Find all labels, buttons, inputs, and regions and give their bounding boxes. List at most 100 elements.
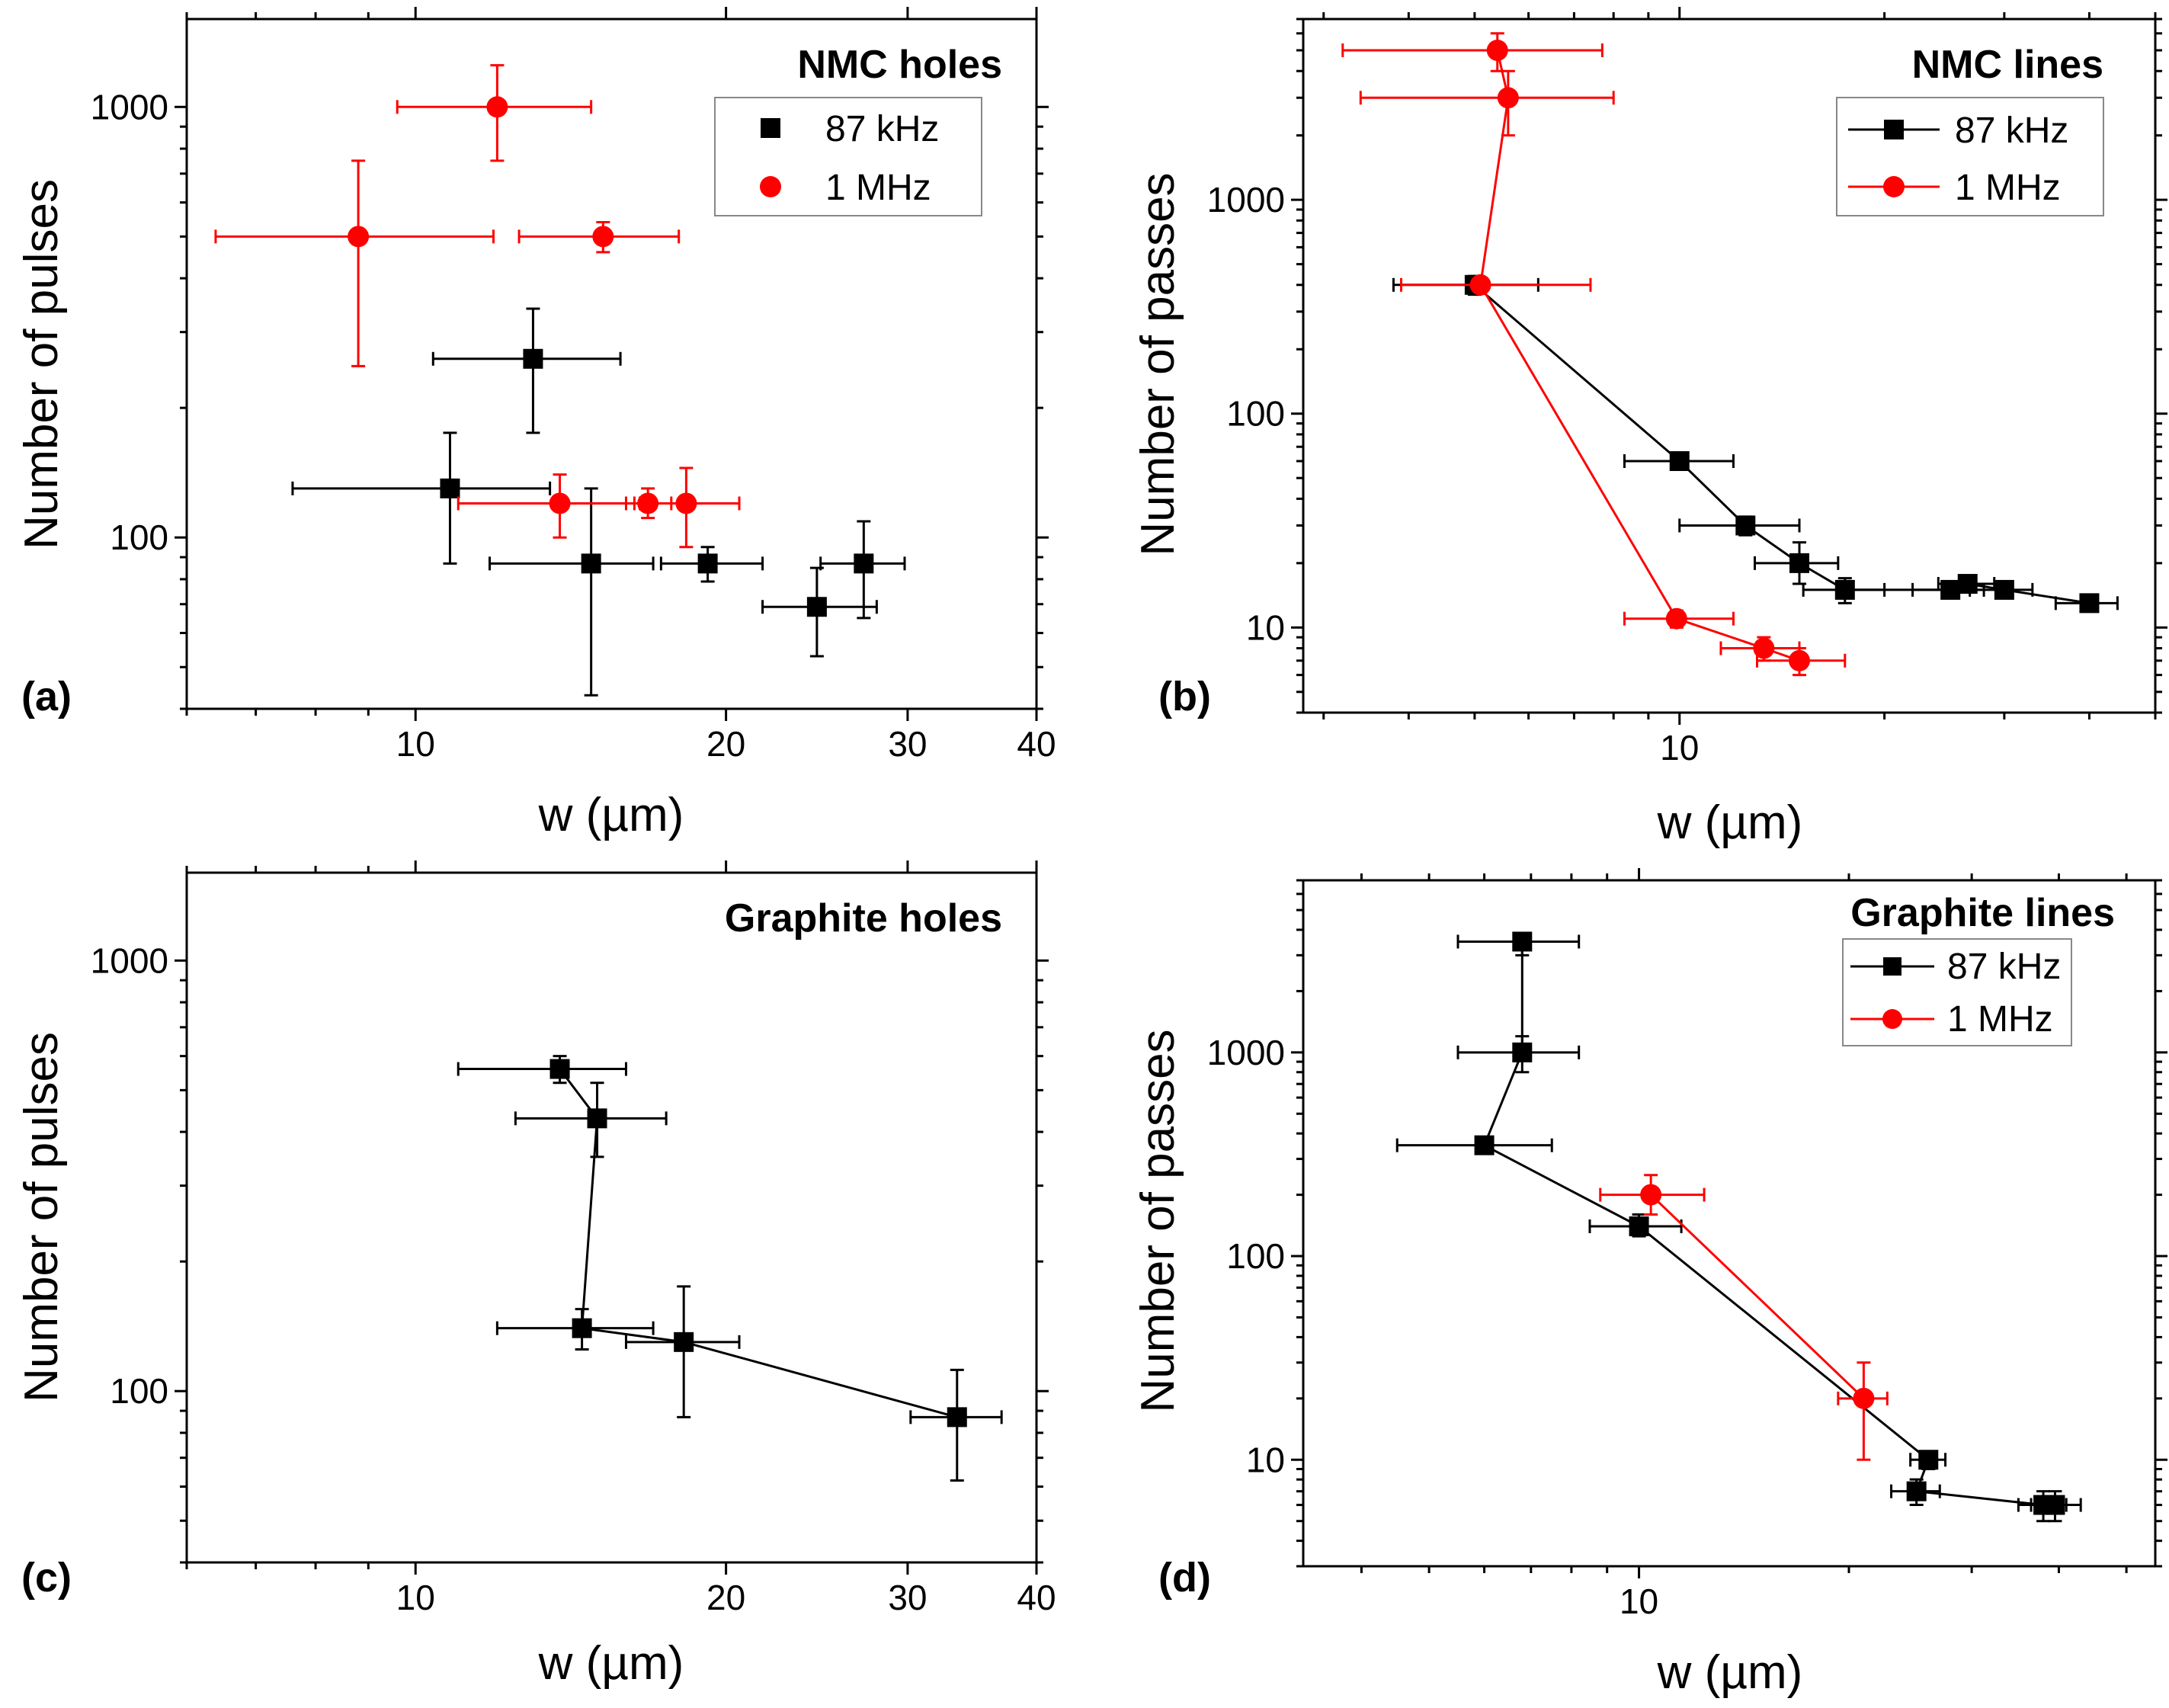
- data-point: [1665, 607, 1687, 630]
- data-point: [806, 597, 827, 617]
- y-tick-label: 1000: [91, 87, 168, 127]
- x-axis-label: w (µm): [1657, 1646, 1803, 1699]
- data-point: [1512, 931, 1533, 952]
- data-point: [1789, 553, 1810, 573]
- data-point: [549, 492, 571, 514]
- data-point: [1486, 40, 1508, 62]
- data-point: [1629, 1216, 1649, 1237]
- data-point: [1906, 1481, 1927, 1501]
- legend-box: [1842, 938, 2072, 1046]
- data-point: [947, 1407, 967, 1428]
- series-line: [1650, 1194, 1865, 1399]
- data-point: [572, 1318, 592, 1338]
- legend-label-87khz: 87 kHz: [1955, 111, 2068, 151]
- y-tick-label: 1000: [91, 941, 168, 980]
- x-tick-label: 10: [396, 1578, 435, 1617]
- data-point: [1834, 579, 1855, 600]
- y-axis-label: Number of pulses: [15, 179, 68, 550]
- x-axis-label: w (µm): [538, 1637, 684, 1690]
- data-point: [1474, 1135, 1495, 1155]
- plot-area-frame: [1302, 879, 2157, 1568]
- series-group: [214, 64, 906, 697]
- legend-marker-1mhz: [1883, 176, 1905, 197]
- y-tick-label: 10: [1246, 1440, 1285, 1479]
- data-point: [523, 348, 543, 369]
- y-tick-label: 100: [1226, 394, 1285, 434]
- chart-title: Graphite lines: [1850, 891, 2115, 935]
- data-point: [1669, 450, 1690, 471]
- data-point: [1918, 1450, 1939, 1470]
- series-group: [1395, 931, 2082, 1523]
- panel-label: (b): [1158, 674, 1211, 719]
- series-group: [457, 1055, 1003, 1482]
- y-ticks: 10 100 1000: [1207, 879, 2167, 1568]
- data-point: [2045, 1495, 2065, 1515]
- x-ticks: 10 20 30 40: [185, 7, 1056, 764]
- legend-label-87khz: 87 kHz: [1947, 947, 2061, 987]
- x-axis-label: w (µm): [1657, 796, 1803, 849]
- data-point: [697, 553, 718, 574]
- x-tick-label: 30: [888, 1578, 927, 1617]
- legend: 87 kHz 1 MHz: [1836, 97, 2104, 216]
- y-tick-label: 1000: [1207, 180, 1285, 220]
- x-ticks: 10: [1360, 868, 2128, 1621]
- data-point: [674, 1331, 694, 1352]
- y-tick-label: 100: [110, 518, 168, 557]
- panel-c: 10 20 30 40 100 1000 Graphite holes (c) w (µ…: [15, 860, 1056, 1690]
- chart-title: NMC lines: [1912, 43, 2103, 87]
- panel-b: 10 10 100 1000 NMC lines (b) w (µm) Number…: [1132, 7, 2167, 849]
- y-tick-label: 10: [1246, 607, 1285, 647]
- data-point: [440, 478, 460, 498]
- plot-area-frame: [185, 18, 1038, 710]
- data-point: [549, 1059, 570, 1079]
- data-point: [1512, 1042, 1533, 1062]
- y-ticks: 10 100 1000: [1207, 18, 2167, 714]
- x-tick-label: 40: [1017, 724, 1056, 764]
- data-point: [1753, 637, 1775, 659]
- data-point: [1994, 579, 2014, 600]
- data-point: [1469, 274, 1491, 296]
- legend-marker-87khz: [1884, 120, 1904, 139]
- x-tick-label: 10: [1620, 1581, 1658, 1621]
- legend-marker-87khz: [761, 118, 780, 138]
- data-point: [486, 96, 508, 118]
- data-point: [348, 226, 370, 248]
- legend-label-1mhz: 1 MHz: [1947, 999, 2053, 1040]
- legend-box: [1836, 97, 2104, 216]
- legend-label-1mhz: 1 MHz: [1955, 168, 2061, 208]
- x-tick-label: 20: [706, 724, 745, 764]
- y-tick-label: 100: [1226, 1236, 1285, 1276]
- panel-d: 10 10 100 1000 Graphite lines (d) w (µm) N…: [1132, 868, 2167, 1699]
- y-axis-label: Number of passes: [1132, 1029, 1184, 1412]
- data-point: [581, 553, 601, 574]
- plot-area-frame: [185, 871, 1038, 1564]
- plot-area-frame: [1302, 18, 2157, 714]
- data-point: [1853, 1387, 1875, 1409]
- x-tick-label: 40: [1017, 1578, 1056, 1617]
- legend-label-87khz: 87 kHz: [825, 109, 939, 149]
- legend: 87 kHz 1 MHz: [714, 97, 982, 216]
- data-point: [592, 226, 614, 248]
- x-tick-label: 30: [888, 724, 927, 764]
- y-axis-label: Number of passes: [1132, 172, 1184, 556]
- data-point: [2079, 593, 2100, 614]
- data-point: [1735, 515, 1756, 536]
- legend: 87 kHz 1 MHz: [1842, 938, 2072, 1046]
- data-point: [1789, 649, 1811, 671]
- legend-marker-87khz: [1883, 957, 1901, 976]
- panel-a: 10 20 30 40 100 1000 NMC holes (a) w (µm) Nu…: [15, 7, 1056, 841]
- y-axis-label: Number of pulses: [15, 1032, 68, 1402]
- y-ticks: 100 1000: [91, 87, 1049, 710]
- panel-label: (a): [21, 674, 72, 719]
- x-tick-label: 20: [706, 1578, 745, 1617]
- legend-marker-1mhz: [760, 176, 781, 197]
- y-tick-label: 100: [110, 1371, 168, 1411]
- panel-label: (d): [1158, 1555, 1211, 1601]
- x-ticks: 10: [1322, 7, 2157, 767]
- y-ticks: 100 1000: [91, 941, 1049, 1564]
- chart-title: NMC holes: [797, 43, 1002, 87]
- x-axis-label: w (µm): [538, 789, 684, 841]
- data-point: [854, 553, 874, 574]
- y-tick-label: 1000: [1207, 1033, 1285, 1072]
